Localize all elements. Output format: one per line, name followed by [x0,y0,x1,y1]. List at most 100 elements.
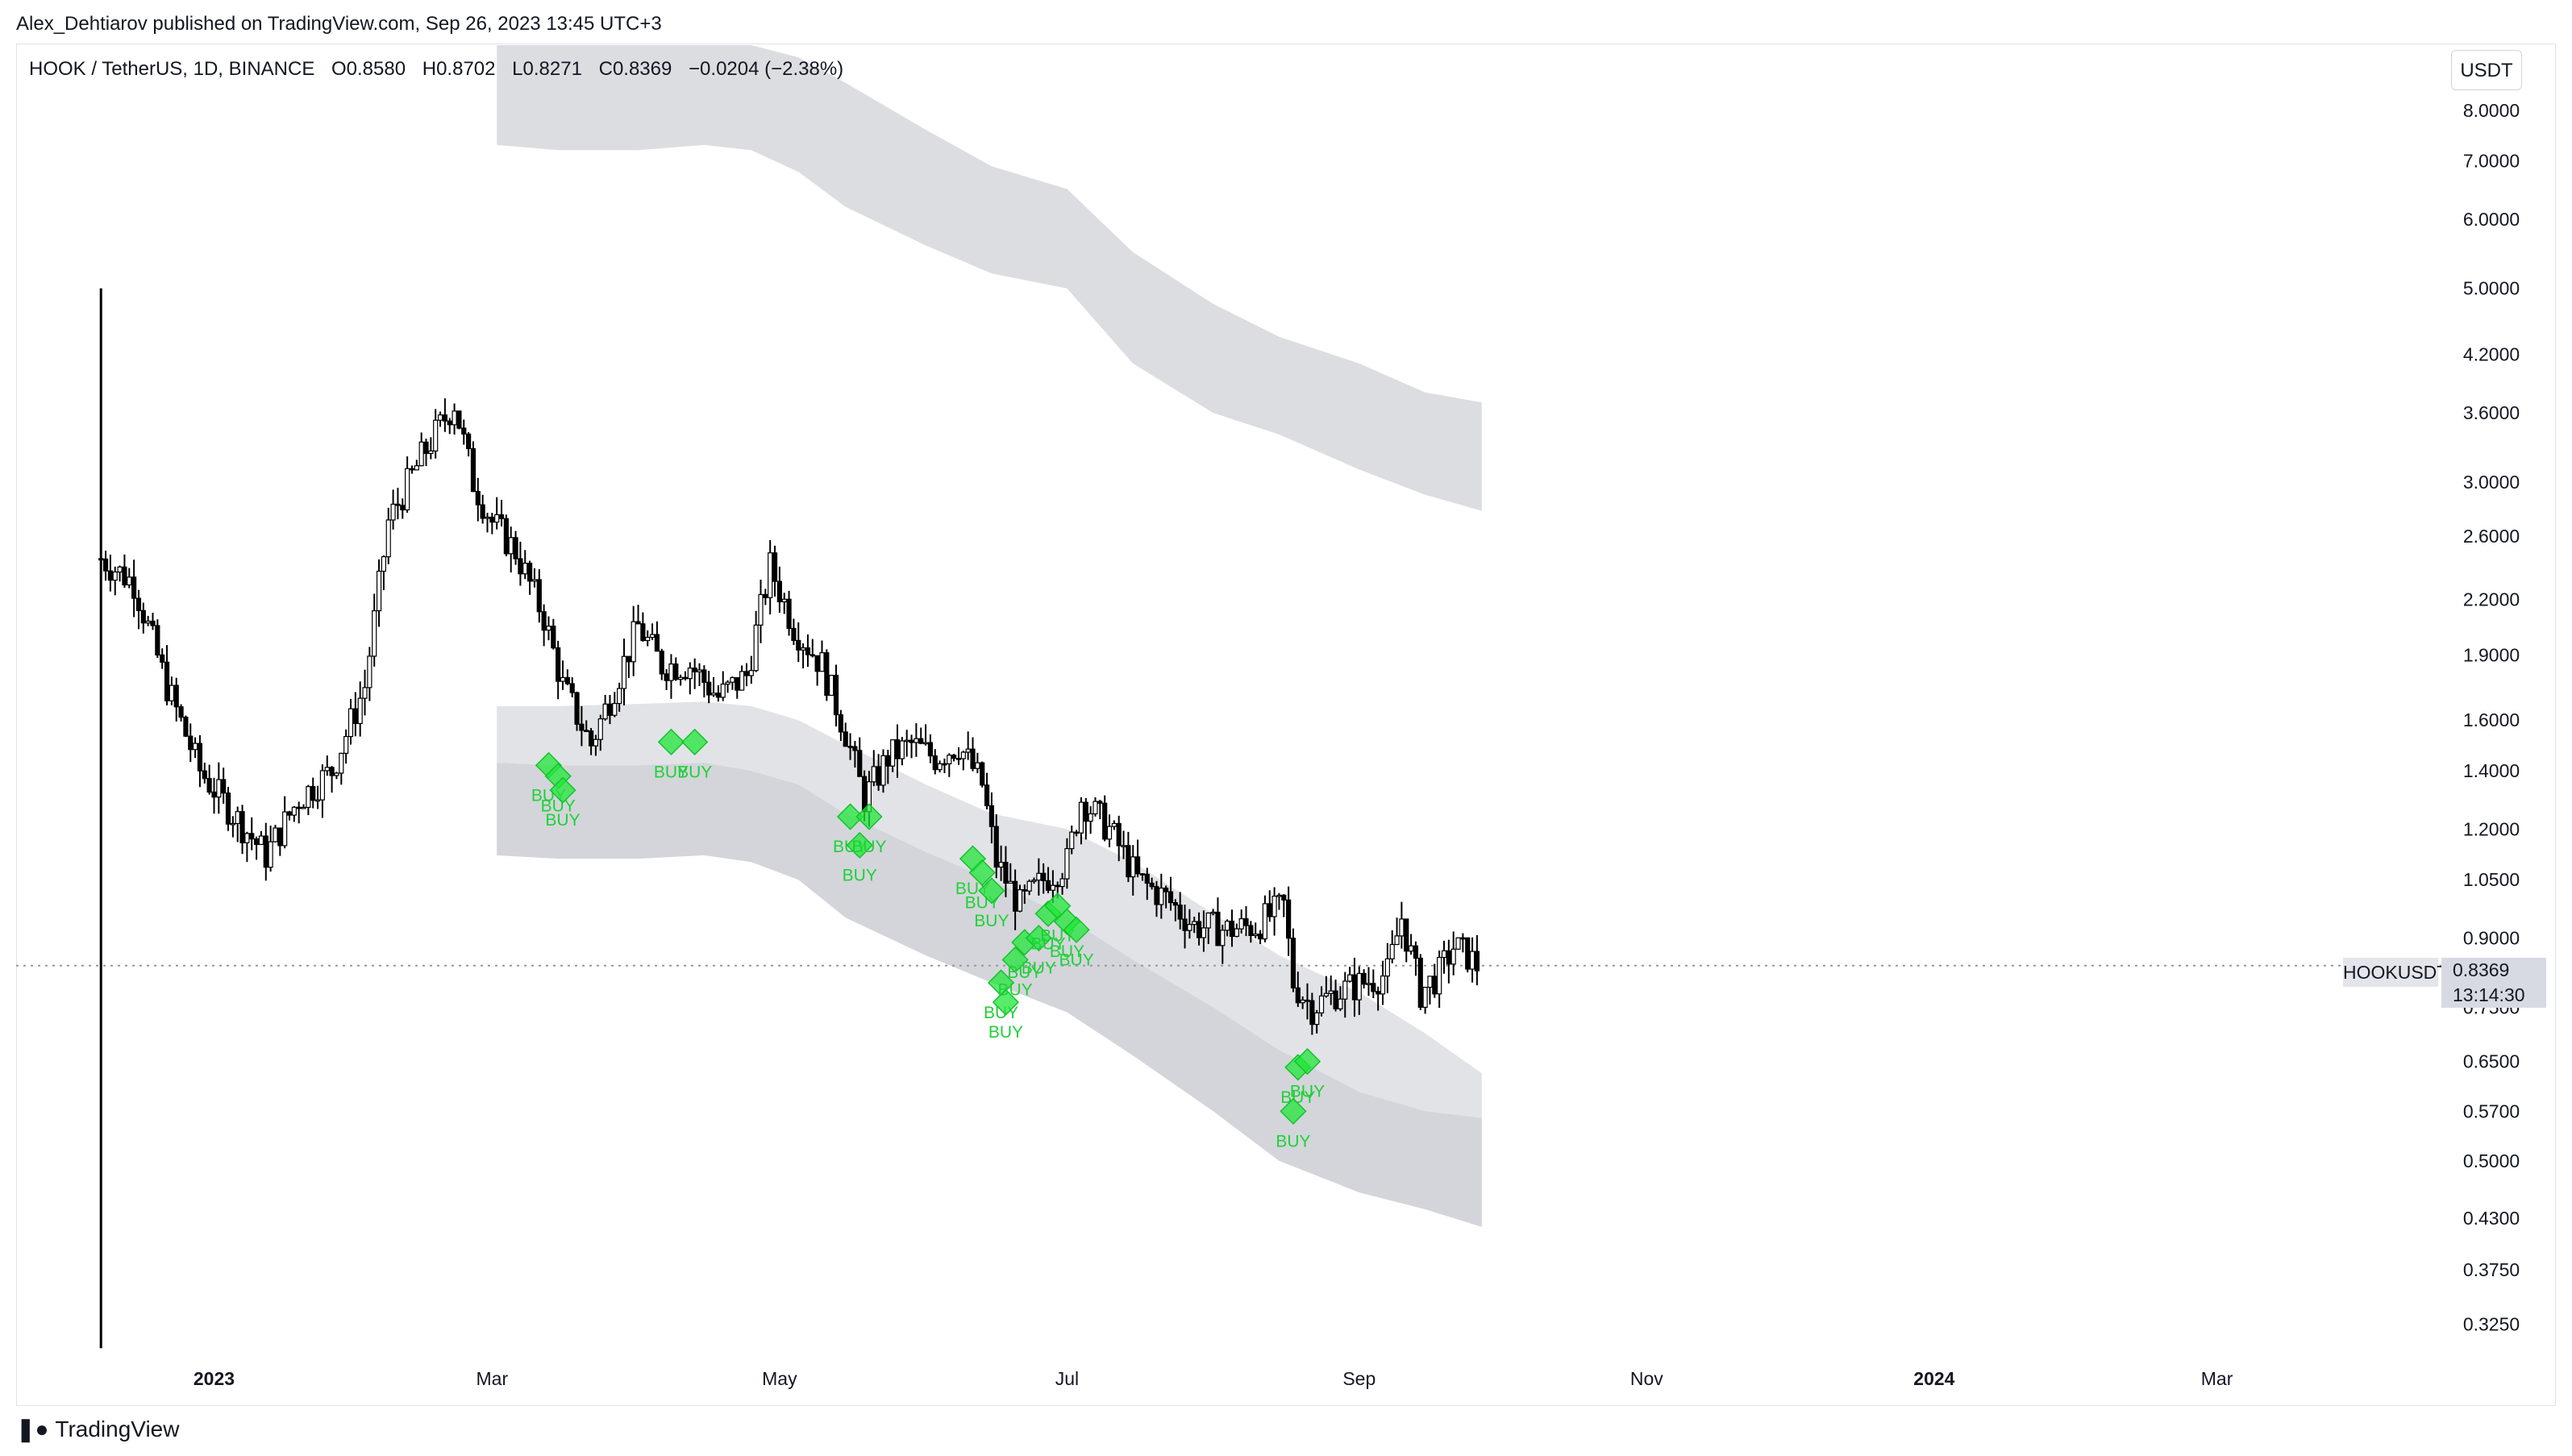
y-axis-tick-label: 0.3750 [2463,1259,2520,1280]
candle-body [414,465,419,471]
buy-signal-marker [978,877,1005,905]
y-axis-tick-label: 5.0000 [2463,278,2520,299]
candle-body [1092,801,1098,815]
candle-body [1210,911,1216,914]
tradingview-logo[interactable]: ❚● TradingView [16,1416,179,1442]
candle-body [1229,921,1235,938]
candle-body [102,558,109,572]
candle-body [593,738,599,747]
y-axis-tick-label: 0.3250 [2463,1313,2520,1334]
candle-body [852,746,858,751]
candle-body [1008,880,1013,884]
candle-body [513,537,518,560]
candle-body [193,743,198,751]
ohlc-open: O0.8580 [331,58,406,80]
candle-body [682,676,689,680]
candle-body [541,611,547,631]
candle-body [659,651,664,675]
buy-signal-label: BUY [1290,1083,1325,1101]
candle-body [263,835,268,868]
candle-body [1417,957,1423,1009]
candle-body [522,563,528,575]
last-price-value: 0.8369 [2453,959,2510,980]
candle-body [178,706,184,718]
candle-body [503,518,509,555]
candle-body [1121,845,1126,847]
candle-body [1116,822,1122,847]
candle-body [452,410,457,426]
currency-button[interactable]: USDT [2451,50,2522,90]
candle-body [796,639,801,651]
candle-body [1351,974,1358,1000]
candle-body [617,688,622,705]
candle-body [107,570,113,581]
candle-body [253,838,260,846]
candle-body [1371,983,1376,992]
candle-body [1432,976,1438,995]
candle-body [1064,848,1070,880]
candle-body [480,504,485,519]
y-axis-tick-label: 0.9000 [2463,928,2520,949]
candle-body [169,684,174,701]
candle-body [829,675,834,697]
candle-body [1427,976,1433,988]
candle-body [1177,905,1183,920]
candle-body [235,811,240,825]
candle-body [918,738,924,744]
symbol-name[interactable]: HOOK / TetherUS, 1D, BINANCE [29,58,315,80]
candle-body [239,811,245,843]
buy-signal-marker [855,803,883,830]
candle-body [1111,822,1117,827]
candle-body [739,671,745,691]
candle-body [701,669,707,683]
candle-body [385,519,391,558]
candle-body [164,661,170,701]
candle-body [1474,951,1480,971]
candle-body [160,654,165,663]
x-axis-tick-label: May [762,1368,797,1389]
candle-body [993,826,999,868]
candle-body [508,537,514,555]
candle-body [122,566,127,586]
candle-body [1045,880,1051,891]
candle-body [715,693,721,698]
candle-body [1389,943,1395,959]
buy-signal-marker [549,776,576,804]
candle-body [357,697,363,725]
buy-signal-marker [657,728,685,756]
candle-body [579,723,585,731]
candle-body [1300,999,1305,1004]
candle-body [871,766,876,783]
buy-signal-label: BUY [843,866,877,884]
candle-body [1305,999,1310,1002]
candle-body [145,620,151,624]
candle-body [1380,976,1386,995]
candle-body [1172,901,1178,906]
candle-body [1408,945,1414,952]
candle-body [348,708,354,738]
y-axis-tick-label: 0.4300 [2463,1208,2520,1229]
candle-body [735,676,740,691]
candle-body [1078,801,1084,834]
candle-body [880,755,886,786]
x-axis-tick-label: 2023 [194,1368,235,1389]
candle-body [922,742,929,745]
candle-body [801,647,806,651]
candle-body [319,770,326,801]
candle-body [805,647,811,655]
y-axis-tick-label: 7.0000 [2463,151,2520,172]
candle-body [485,516,490,519]
candle-body [588,730,594,747]
candle-body [531,579,538,582]
candle-body [781,598,787,603]
candle-body [1215,911,1221,946]
candle-body [814,655,820,672]
candle-body [98,558,104,561]
candle-body [763,593,768,598]
candle-body [1134,856,1141,875]
candle-body [456,410,462,429]
candle-body [1422,987,1428,1009]
candle-body [1384,958,1390,977]
candle-body [470,447,477,493]
